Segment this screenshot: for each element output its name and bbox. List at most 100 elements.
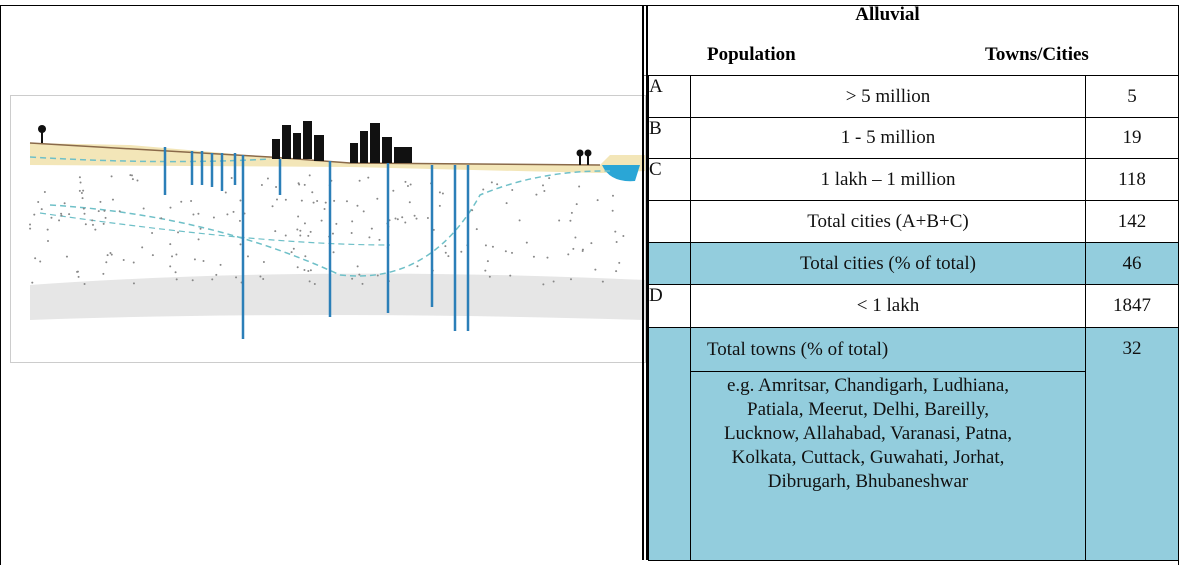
illustration-shape <box>41 131 43 143</box>
illustration-shape <box>275 185 278 188</box>
illustration-shape <box>131 178 134 181</box>
illustration-shape <box>432 228 435 231</box>
illustration-shape <box>129 174 132 177</box>
illustration-shape <box>590 242 593 245</box>
illustration-shape <box>316 199 319 202</box>
illustration-shape <box>190 200 193 203</box>
illustration-shape <box>29 223 32 226</box>
population-cell: < 1 lakh <box>690 284 1086 328</box>
illustration-shape <box>362 210 365 213</box>
illustration-shape <box>58 219 61 222</box>
illustration-shape <box>272 139 280 159</box>
illustration-shape <box>569 278 572 281</box>
illustration-shape <box>581 249 584 252</box>
illustration-shape <box>611 194 614 197</box>
illustration-shape <box>333 199 336 202</box>
illustration-shape <box>122 259 125 262</box>
illustration-shape <box>331 232 334 235</box>
population-cell: 1 - 5 million <box>690 117 1086 159</box>
illustration-shape <box>471 209 474 212</box>
count-cell: 19 <box>1085 117 1179 159</box>
row-label-cell: A <box>648 75 691 118</box>
illustration-shape <box>102 272 105 275</box>
illustration-shape <box>91 219 94 222</box>
illustration-shape <box>260 183 263 186</box>
illustration-shape <box>38 125 46 133</box>
illustration-shape <box>76 270 79 273</box>
illustration-shape <box>444 245 447 248</box>
illustration-shape <box>266 177 269 180</box>
illustration-shape <box>618 261 621 264</box>
illustration-shape <box>262 278 265 281</box>
illustration-shape <box>438 191 441 194</box>
illustration-shape <box>299 234 302 237</box>
illustration-shape <box>141 246 144 249</box>
illustration-shape <box>382 137 392 163</box>
illustration-shape <box>192 213 195 216</box>
illustration-shape <box>308 280 311 283</box>
illustration-shape <box>219 263 222 266</box>
illustration-shape <box>80 191 83 194</box>
illustration-shape <box>324 201 327 204</box>
illustration-shape <box>413 214 416 217</box>
illustration-shape <box>312 201 315 204</box>
illustration-shape <box>488 275 491 278</box>
illustration-shape <box>30 143 645 173</box>
illustration-shape <box>584 149 592 157</box>
illustration-shape <box>511 189 514 192</box>
illustration-shape <box>543 190 546 193</box>
illustration-shape <box>29 142 601 166</box>
illustration-shape <box>332 251 335 254</box>
illustration-shape <box>33 213 36 216</box>
illustration-shape <box>511 251 514 254</box>
illustration-shape <box>293 133 301 159</box>
illustration-shape <box>570 211 573 214</box>
illustration-shape <box>320 219 323 222</box>
soil-dots <box>29 174 625 286</box>
illustration-shape <box>309 269 312 272</box>
illustration-shape <box>68 213 71 216</box>
illustration-shape <box>177 231 180 234</box>
illustration-shape <box>300 199 303 202</box>
illustration-shape <box>299 229 302 232</box>
row-label-cell: D <box>648 284 691 328</box>
count-cell: 1847 <box>1085 284 1179 328</box>
row-label-cell <box>648 200 691 243</box>
illustration-shape <box>303 269 306 272</box>
count-cell: 142 <box>1085 200 1179 243</box>
illustration-shape <box>82 207 85 210</box>
illustration-shape <box>406 184 409 187</box>
illustration-shape <box>360 131 368 163</box>
illustration-shape <box>404 221 407 224</box>
illustration-shape <box>542 283 545 286</box>
header-population: Population <box>707 44 796 65</box>
illustration-shape <box>460 250 463 253</box>
illustration-shape <box>142 207 145 210</box>
illustration-shape <box>622 235 625 238</box>
illustration-shape <box>441 192 444 195</box>
illustration-shape <box>175 253 178 256</box>
illustration-shape <box>37 200 40 203</box>
illustration-shape <box>130 174 133 177</box>
illustration-shape <box>40 208 43 211</box>
illustration-shape <box>548 177 551 180</box>
illustration-shape <box>202 259 205 262</box>
illustration-shape <box>78 189 81 192</box>
illustration-shape <box>370 227 373 230</box>
illustration-shape <box>482 188 485 191</box>
illustration-shape <box>230 177 233 180</box>
illustration-shape <box>415 217 418 220</box>
illustration-shape <box>569 219 572 222</box>
illustration-shape <box>367 176 370 179</box>
illustration-shape <box>376 274 379 277</box>
illustration-shape <box>232 210 235 213</box>
illustration-shape <box>615 270 618 273</box>
population-cell: Total towns (% of total) <box>690 327 1086 372</box>
illustration-shape <box>356 204 359 207</box>
illustration-shape <box>29 227 32 230</box>
illustration-shape <box>378 238 381 241</box>
illustration-shape <box>106 254 109 257</box>
illustration-shape <box>197 238 200 241</box>
illustration-shape <box>358 273 361 276</box>
